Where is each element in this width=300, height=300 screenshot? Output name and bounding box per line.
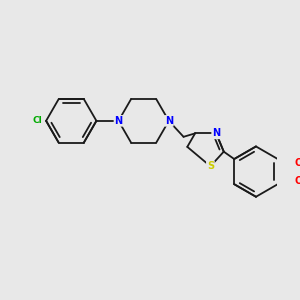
Text: Cl: Cl xyxy=(33,116,42,125)
Text: O: O xyxy=(295,176,300,185)
Text: N: N xyxy=(212,128,220,138)
Text: N: N xyxy=(114,116,123,126)
Text: N: N xyxy=(165,116,173,126)
Text: S: S xyxy=(207,161,214,171)
Text: O: O xyxy=(295,158,300,168)
